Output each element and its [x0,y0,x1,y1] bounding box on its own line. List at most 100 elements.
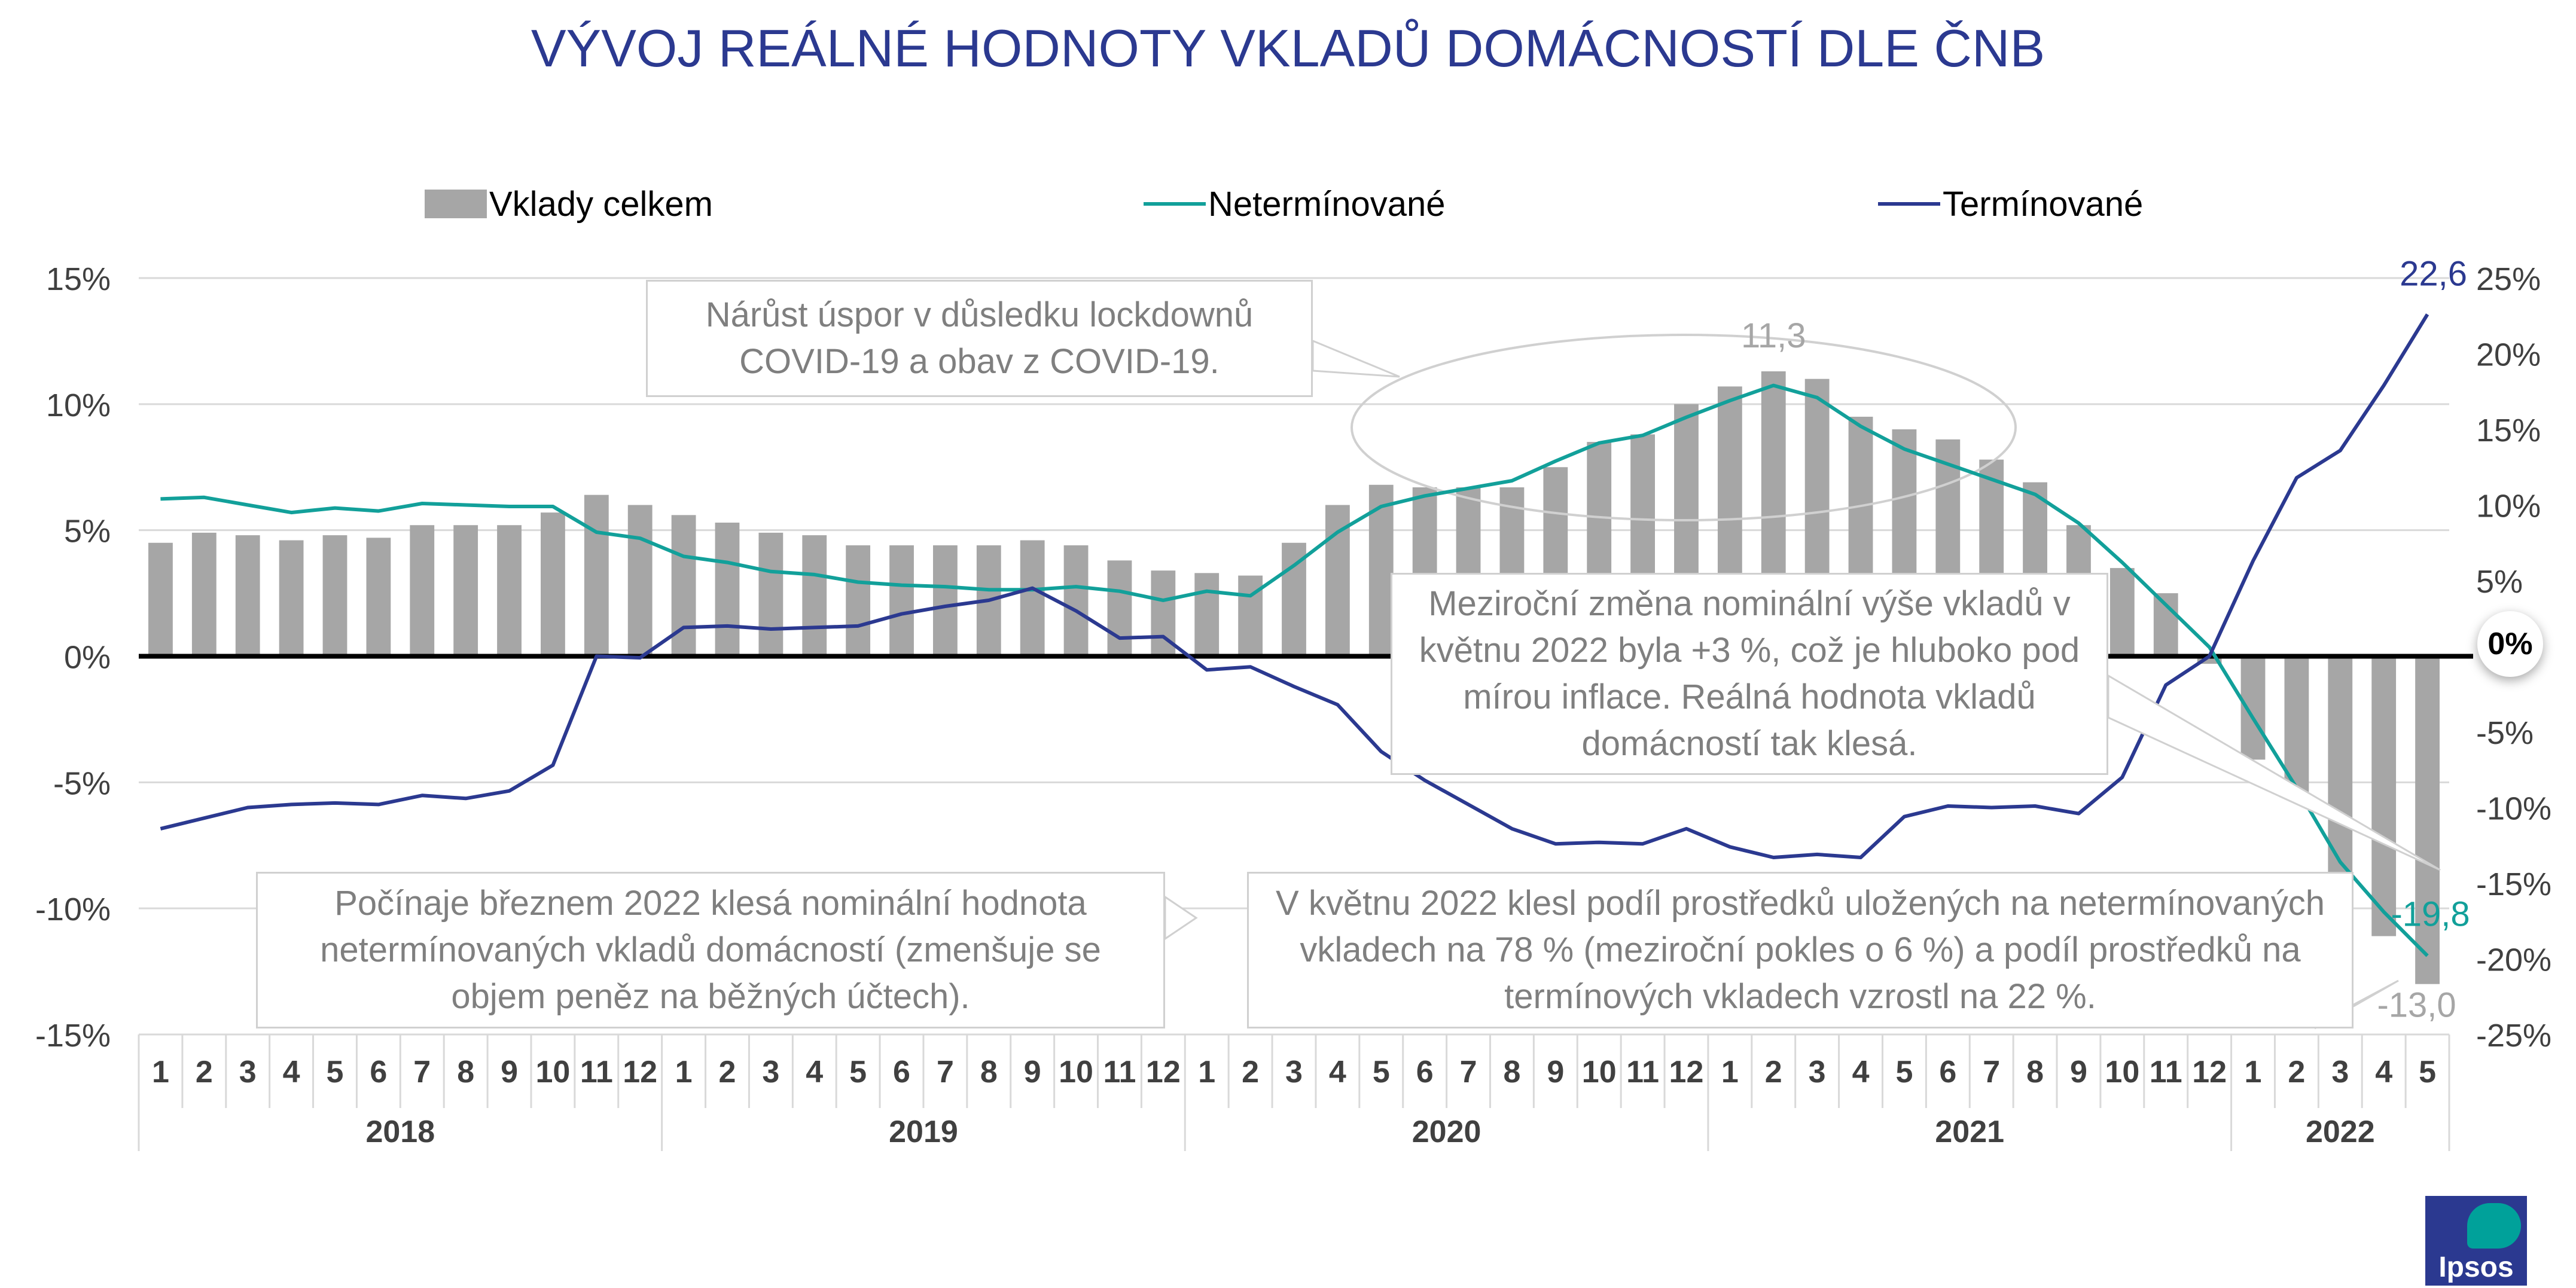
x-tick-label: 9 [501,1055,518,1089]
legend-swatch-bars [425,190,487,218]
x-tick-label: 3 [1285,1055,1303,1089]
x-tick-label: 2 [1765,1055,1782,1089]
bar-vklady [497,525,522,657]
lines-layer [160,313,2429,957]
x-tick-label: 6 [893,1055,910,1089]
x-tick-label: 2 [1242,1055,1259,1089]
x-tick-label: 8 [980,1055,998,1089]
x-tick-label: 9 [2070,1055,2087,1089]
bar-vklady [2371,656,2397,936]
bar-vklady [1368,484,1394,657]
x-tick-label: 3 [2331,1055,2349,1089]
x-tick-label: 2 [2288,1055,2305,1089]
x-tick-label: 3 [762,1055,779,1089]
x-tick-label: 11 [1103,1055,1136,1089]
legend-label-terminovane: Termínované [1943,184,2144,224]
page-title: VÝVOJ REÁLNÉ HODNOTY VKLADŮ DOMÁCNOSTÍ D… [531,19,2045,78]
y-right-tick-label: 15% [2476,413,2541,448]
x-tick-label: 11 [2150,1055,2182,1089]
axis-layer: 15%10%5%0%-5%-10%-15%25%20%15%10%5%-5%-1… [35,261,2551,1151]
bar-vklady [889,545,914,657]
year-label: 2020 [1412,1115,1481,1149]
year-label: 2019 [889,1115,958,1149]
y-right-tick-label: 20% [2476,337,2541,373]
x-tick-label: 10 [536,1055,571,1089]
zero-percent-badge: 0% [2477,611,2543,677]
data-label-neterminovane-last: -19,8 [2391,895,2470,933]
y-right-tick-label: -20% [2476,942,2551,978]
legend-label-neterminovane: Netermínované [1208,184,1446,224]
x-tick-label: 6 [370,1055,387,1089]
bar-vklady [235,535,260,657]
bar-vklady [715,523,740,657]
x-tick-label: 9 [1547,1055,1564,1089]
year-label: 2021 [1935,1115,2004,1149]
data-label-terminovane-last: 22,6 [2400,255,2467,294]
x-tick-label: 11 [1626,1055,1659,1089]
bar-vklady [2240,656,2266,760]
legend-swatch-neterminovane [1144,202,1206,206]
x-tick-label: 7 [1983,1055,2000,1089]
callout-nominal: Meziroční změna nominální výše vkladů v … [1391,573,2108,775]
bar-vklady [148,542,173,657]
legend-item-terminovane: Termínované [1878,177,2143,231]
x-tick-label: 5 [1895,1055,1913,1089]
x-tick-label: 7 [1460,1055,1477,1089]
x-tick-label: 7 [937,1055,954,1089]
bar-vklady [584,495,609,657]
x-tick-label: 8 [1503,1055,1520,1089]
logo-text: Ipsos [2438,1252,2514,1283]
bar-vklady [366,538,391,657]
x-tick-label: 12 [2192,1055,2227,1089]
x-tick-label: 4 [1329,1055,1346,1089]
x-tick-label: 8 [457,1055,474,1089]
y-left-tick-label: -10% [35,892,111,927]
x-tick-label: 1 [152,1055,169,1089]
logo-leaf-icon [2467,1203,2521,1249]
highlight-ellipse-layer [1351,334,2017,521]
bar-vklady [932,545,958,657]
bar-vklady [1282,542,1306,657]
bar-vklady [453,525,478,657]
x-tick-label: 4 [2375,1055,2392,1089]
y-left-tick-label: -15% [35,1018,111,1054]
y-right-tick-label: 10% [2476,489,2541,524]
y-left-tick-label: 5% [64,514,111,550]
legend-item-neterminovane: Netermínované [1144,177,1446,231]
data-label-bar-last: -13,0 [2377,986,2456,1025]
ipsos-logo: Ipsos [2425,1196,2527,1286]
bar-vklady [2109,567,2135,657]
bar-vklady [541,512,565,657]
y-right-tick-label: 25% [2476,261,2541,297]
x-tick-label: 1 [1721,1055,1739,1089]
x-tick-label: 10 [1582,1055,1617,1089]
callout-pointer-nominal [2107,674,2441,871]
callout-pointer-covid [1312,339,1400,378]
x-tick-label: 4 [1852,1055,1870,1089]
y-left-tick-label: -5% [53,765,111,801]
callout-march: Počínaje březnem 2022 klesá nominální ho… [256,872,1165,1028]
bar-vklady [191,532,217,657]
x-tick-label: 6 [1416,1055,1434,1089]
series-line [160,313,2429,859]
x-tick-label: 3 [239,1055,257,1089]
bar-vklady [758,532,784,657]
x-tick-label: 12 [623,1055,657,1089]
x-tick-label: 11 [580,1055,613,1089]
x-tick-label: 2 [719,1055,736,1089]
legend-swatch-terminovane [1878,202,1940,206]
bar-vklady [1020,540,1045,657]
callout-may: V květnu 2022 klesl podíl prostředků ulo… [1247,872,2354,1028]
data-label-layer: 11,3 -13,0 -19,8 22,6 [1741,255,2470,1025]
x-tick-label: 7 [413,1055,431,1089]
callout-pointer-march [1164,895,1198,941]
y-left-tick-label: 15% [46,261,111,297]
bar-vklady [410,525,435,657]
data-label-bar-peak: 11,3 [1741,316,1806,355]
x-tick-label: 12 [1146,1055,1181,1089]
bar-vklady [1107,560,1132,657]
legend-label-vklady: Vklady celkem [489,184,713,224]
y-right-tick-label: 5% [2476,564,2523,600]
bar-vklady [279,540,304,657]
